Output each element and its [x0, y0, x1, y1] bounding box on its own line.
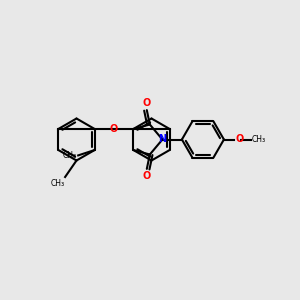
Text: O: O	[143, 98, 151, 108]
Text: CH₃: CH₃	[63, 151, 77, 160]
Text: CH₃: CH₃	[252, 135, 266, 144]
Text: N: N	[158, 134, 166, 145]
Text: CH₃: CH₃	[50, 179, 64, 188]
Text: O: O	[110, 124, 118, 134]
Text: O: O	[235, 134, 244, 145]
Text: O: O	[143, 171, 151, 181]
